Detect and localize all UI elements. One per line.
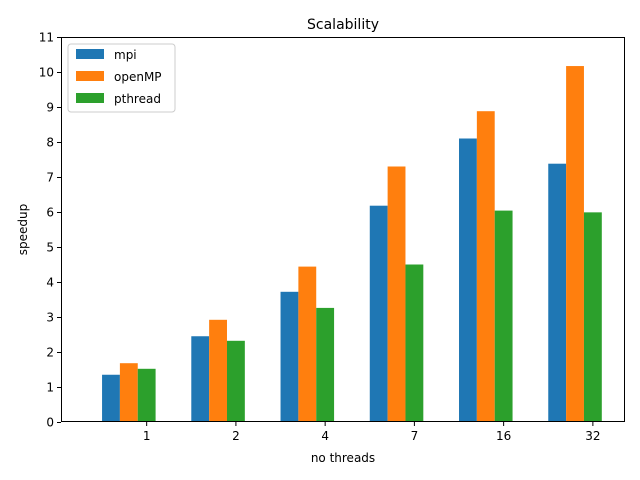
- y-tick-label: 10: [39, 66, 54, 80]
- bar-mpi-1: [102, 374, 120, 422]
- legend: mpi openMP pthread: [67, 43, 176, 113]
- y-tick-label: 6: [46, 206, 54, 220]
- bar-pthread-2: [226, 340, 245, 422]
- bar-mpi-2: [191, 336, 210, 422]
- bar-pthread-7: [405, 264, 424, 422]
- x-tick-label: 2: [232, 429, 240, 443]
- bar-openmp-16: [476, 111, 495, 422]
- y-tick-label: 4: [46, 276, 54, 290]
- bar-pthread-4: [316, 307, 335, 422]
- x-tick-label: 4: [321, 429, 329, 443]
- bar-mpi-4: [280, 291, 299, 422]
- legend-swatch-openmp: [76, 71, 104, 81]
- bar-pthread-32: [583, 212, 602, 422]
- y-axis-label: speedup: [16, 204, 30, 255]
- legend-label-pthread: pthread: [114, 92, 161, 106]
- bar-mpi-32: [548, 163, 567, 422]
- y-tick-label: 7: [46, 171, 54, 185]
- plot-frame: [61, 37, 625, 422]
- y-tick-label: 1: [46, 381, 54, 395]
- bar-pthread-1: [137, 368, 156, 422]
- legend-swatch-pthread: [76, 93, 104, 103]
- bar-openmp-2: [209, 319, 227, 422]
- y-tick-label: 5: [46, 241, 54, 255]
- legend-label-mpi: mpi: [114, 48, 137, 62]
- x-tick-label: 16: [496, 429, 511, 443]
- y-tick-label: 2: [46, 346, 54, 360]
- y-tick-label: 8: [46, 136, 54, 150]
- bars-group: [102, 66, 602, 423]
- bar-openmp-1: [119, 363, 138, 422]
- chart-title: Scalability: [307, 17, 379, 33]
- bar-openmp-32: [566, 66, 584, 423]
- y-axis-ticks: 0 1 2 3 4 5 6 7 8 9 10 11: [39, 31, 61, 430]
- x-axis-ticks: 1 2 4 7 16 32: [143, 422, 601, 443]
- bar-openmp-7: [387, 166, 406, 422]
- legend-label-openmp: openMP: [114, 70, 162, 84]
- x-axis-label: no threads: [311, 451, 375, 465]
- bar-openmp-4: [298, 266, 317, 422]
- x-tick-label: 32: [585, 429, 600, 443]
- bar-mpi-16: [459, 138, 477, 422]
- legend-swatch-mpi: [76, 49, 104, 59]
- y-tick-label: 0: [46, 416, 54, 430]
- y-tick-label: 9: [46, 101, 54, 115]
- y-tick-label: 3: [46, 311, 54, 325]
- x-tick-label: 7: [411, 429, 419, 443]
- x-tick-label: 1: [143, 429, 151, 443]
- bar-pthread-16: [494, 210, 513, 422]
- bar-mpi-7: [369, 205, 388, 422]
- y-tick-label: 11: [39, 31, 54, 45]
